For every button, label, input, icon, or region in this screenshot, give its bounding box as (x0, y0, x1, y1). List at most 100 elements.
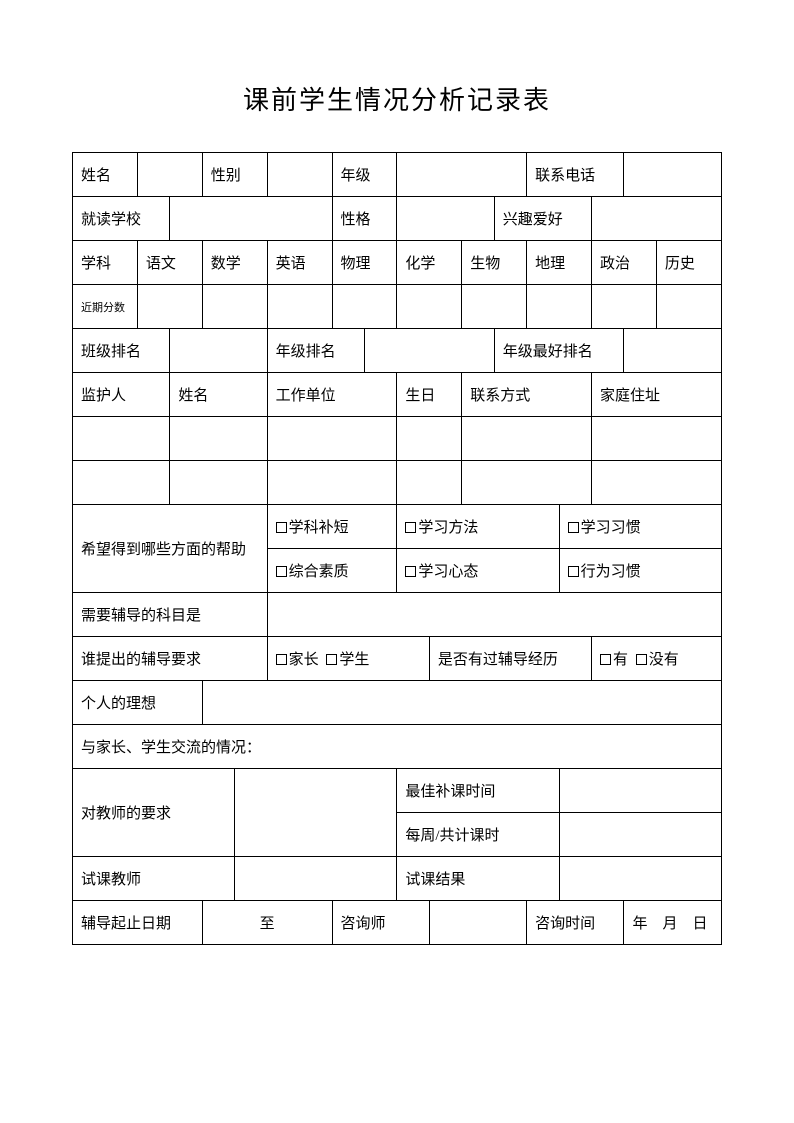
field-hobby[interactable] (592, 197, 722, 241)
field-gender[interactable] (267, 153, 332, 197)
label-birthday: 生日 (397, 373, 462, 417)
field-character[interactable] (397, 197, 494, 241)
checkbox-subject-weak[interactable]: 学科补短 (267, 505, 397, 549)
label-character: 性格 (332, 197, 397, 241)
label-hobby: 兴趣爱好 (494, 197, 591, 241)
page-title: 课前学生情况分析记录表 (72, 80, 722, 117)
label-contact: 联系方式 (462, 373, 592, 417)
label-student: 学生 (339, 652, 369, 668)
subject-yuwen: 语文 (137, 241, 202, 285)
label-grade-rank: 年级排名 (267, 329, 364, 373)
score-shuxue[interactable] (202, 285, 267, 329)
score-shengwu[interactable] (462, 285, 527, 329)
label-recent-score: 近期分数 (73, 285, 138, 329)
score-lishi[interactable] (656, 285, 721, 329)
label-c1: 学科补短 (289, 520, 349, 536)
subject-shuxue: 数学 (202, 241, 267, 285)
subject-shengwu: 生物 (462, 241, 527, 285)
label-class-rank: 班级排名 (73, 329, 170, 373)
checkbox-habit[interactable]: 学习习惯 (559, 505, 721, 549)
label-gender: 性别 (202, 153, 267, 197)
label-name: 姓名 (73, 153, 138, 197)
label-ideal: 个人的理想 (73, 681, 203, 725)
score-wuli[interactable] (332, 285, 397, 329)
field-grade-rank[interactable] (364, 329, 494, 373)
label-consultant: 咨询师 (332, 901, 429, 945)
label-c4: 综合素质 (289, 564, 349, 580)
label-who-requested: 谁提出的辅导要求 (73, 637, 268, 681)
guardian-r1-c6[interactable] (592, 417, 722, 461)
subject-lishi: 历史 (656, 241, 721, 285)
subject-yingyu: 英语 (267, 241, 332, 285)
field-grade[interactable] (397, 153, 527, 197)
checkbox-quality[interactable]: 综合素质 (267, 549, 397, 593)
label-no: 没有 (649, 652, 679, 668)
field-phone[interactable] (624, 153, 722, 197)
label-c3: 学习习惯 (581, 520, 641, 536)
subject-dili: 地理 (527, 241, 592, 285)
label-tutor-subject: 需要辅导的科目是 (73, 593, 268, 637)
field-best-rank[interactable] (624, 329, 722, 373)
guardian-r1-c1[interactable] (73, 417, 170, 461)
guardian-r1-c3[interactable] (267, 417, 397, 461)
label-best-time: 最佳补课时间 (397, 769, 559, 813)
guardian-r2-c5[interactable] (462, 461, 592, 505)
label-had-tutor: 是否有过辅导经历 (429, 637, 591, 681)
guardian-r2-c1[interactable] (73, 461, 170, 505)
guardian-r1-c4[interactable] (397, 417, 462, 461)
label-address: 家庭住址 (592, 373, 722, 417)
subject-huaxue: 化学 (397, 241, 462, 285)
field-period[interactable]: 至 (202, 901, 332, 945)
field-weekly[interactable] (559, 813, 721, 857)
label-grade: 年级 (332, 153, 397, 197)
checkbox-behavior[interactable]: 行为习惯 (559, 549, 721, 593)
field-ideal[interactable] (202, 681, 721, 725)
checkbox-parent-student[interactable]: 家长 学生 (267, 637, 429, 681)
score-huaxue[interactable] (397, 285, 462, 329)
field-consultant[interactable] (429, 901, 526, 945)
label-c2: 学习方法 (418, 520, 478, 536)
subject-zhengzhi: 政治 (592, 241, 657, 285)
label-c5: 学习心态 (418, 564, 478, 580)
checkbox-yes-no[interactable]: 有 没有 (592, 637, 722, 681)
guardian-r1-c2[interactable] (170, 417, 267, 461)
field-school[interactable] (170, 197, 332, 241)
label-phone: 联系电话 (527, 153, 624, 197)
guardian-r2-c6[interactable] (592, 461, 722, 505)
label-c6: 行为习惯 (581, 564, 641, 580)
label-help: 希望得到哪些方面的帮助 (73, 505, 268, 593)
field-trial-result[interactable] (559, 857, 721, 901)
label-period: 辅导起止日期 (73, 901, 203, 945)
score-dili[interactable] (527, 285, 592, 329)
score-yuwen[interactable] (137, 285, 202, 329)
field-name[interactable] (137, 153, 202, 197)
checkbox-mentality[interactable]: 学习心态 (397, 549, 559, 593)
field-tutor-subject[interactable] (267, 593, 721, 637)
guardian-r2-c3[interactable] (267, 461, 397, 505)
label-best-rank: 年级最好排名 (494, 329, 624, 373)
score-yingyu[interactable] (267, 285, 332, 329)
label-teacher-req: 对教师的要求 (73, 769, 235, 857)
label-parent: 家长 (289, 652, 319, 668)
field-class-rank[interactable] (170, 329, 267, 373)
score-zhengzhi[interactable] (592, 285, 657, 329)
label-consult-time: 咨询时间 (527, 901, 624, 945)
label-school: 就读学校 (73, 197, 170, 241)
label-subject: 学科 (73, 241, 138, 285)
subject-wuli: 物理 (332, 241, 397, 285)
guardian-r2-c2[interactable] (170, 461, 267, 505)
checkbox-method[interactable]: 学习方法 (397, 505, 559, 549)
label-trial-teacher: 试课教师 (73, 857, 235, 901)
field-best-time[interactable] (559, 769, 721, 813)
guardian-r2-c4[interactable] (397, 461, 462, 505)
label-communication: 与家长、学生交流的情况： (73, 725, 722, 769)
field-trial-teacher[interactable] (235, 857, 397, 901)
label-work: 工作单位 (267, 373, 397, 417)
student-record-table: 姓名 性别 年级 联系电话 就读学校 性格 兴趣爱好 学科 语文 数学 英语 物… (72, 152, 722, 945)
label-guardian-name: 姓名 (170, 373, 267, 417)
label-yes: 有 (613, 652, 628, 668)
guardian-r1-c5[interactable] (462, 417, 592, 461)
field-teacher-req[interactable] (235, 769, 397, 857)
label-guardian: 监护人 (73, 373, 170, 417)
field-date[interactable]: 年 月 日 (624, 901, 722, 945)
